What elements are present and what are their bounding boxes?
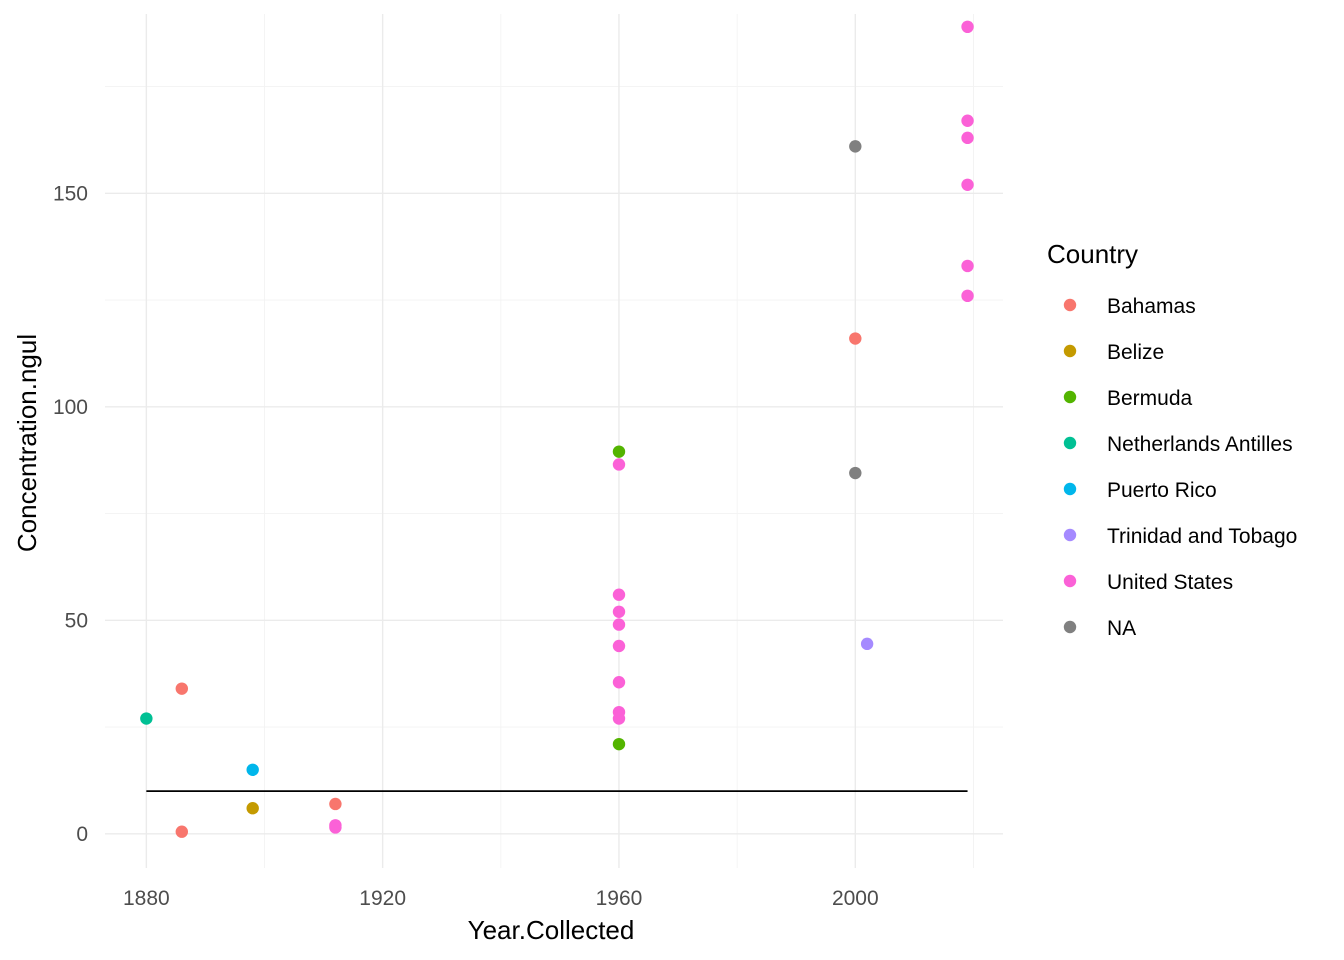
data-point — [612, 458, 626, 471]
data-point — [961, 178, 974, 191]
data-point — [329, 821, 342, 834]
y-tick-label: 100 — [53, 396, 88, 419]
x-axis-ticks: 1880 1920 1960 2000 — [123, 887, 879, 910]
legend-items: Bahamas Belize Bermuda Netherlands Antilles… — [1063, 295, 1297, 640]
data-point — [961, 259, 974, 273]
y-axis-ticks: 0 50 100 150 — [53, 182, 88, 846]
legend-label: United States — [1107, 571, 1233, 594]
legend-key — [1063, 528, 1077, 542]
data-point — [961, 20, 974, 34]
data-point — [175, 825, 189, 838]
legend-key — [1063, 344, 1077, 358]
legend-key — [1063, 436, 1077, 450]
data-point — [612, 712, 626, 725]
data-point — [612, 737, 626, 751]
legend-item: Bermuda — [1063, 387, 1193, 410]
legend-key — [1063, 390, 1077, 404]
data-point — [612, 605, 626, 618]
x-tick-label: 1960 — [596, 887, 643, 910]
data-points — [140, 20, 974, 838]
data-point — [246, 802, 259, 815]
data-point — [612, 618, 626, 631]
data-point — [961, 131, 974, 145]
legend-label: Netherlands Antilles — [1107, 433, 1293, 456]
data-point — [961, 114, 974, 127]
data-point — [175, 682, 189, 695]
legend-label: Trinidad and Tobago — [1107, 525, 1297, 548]
legend-key — [1063, 574, 1077, 588]
y-tick-label: 0 — [76, 823, 88, 846]
legend-label: Bahamas — [1107, 295, 1196, 318]
legend-item: Trinidad and Tobago — [1063, 525, 1297, 548]
legend-key — [1063, 620, 1077, 634]
legend-item: Puerto Rico — [1063, 479, 1217, 502]
data-point — [849, 140, 862, 153]
legend-label: Bermuda — [1107, 387, 1193, 410]
legend-item: NA — [1063, 617, 1136, 640]
y-tick-label: 150 — [53, 182, 88, 205]
data-point — [849, 332, 862, 345]
y-tick-label: 50 — [65, 609, 88, 632]
legend-item: Bahamas — [1063, 295, 1196, 318]
legend-item: Netherlands Antilles — [1063, 433, 1293, 456]
legend-label: Belize — [1107, 341, 1164, 364]
legend-key — [1063, 298, 1077, 312]
legend-item: United States — [1063, 571, 1233, 594]
data-point — [612, 639, 626, 653]
data-point — [612, 445, 626, 458]
x-tick-label: 2000 — [832, 887, 879, 910]
x-tick-label: 1880 — [123, 887, 170, 910]
x-tick-label: 1920 — [359, 887, 406, 910]
legend-key — [1063, 482, 1077, 496]
data-point — [329, 797, 342, 811]
data-point — [961, 289, 974, 303]
y-axis-title: Concentration.ngul — [12, 334, 42, 552]
data-point — [612, 676, 626, 689]
legend-label: NA — [1107, 617, 1136, 640]
legend-label: Puerto Rico — [1107, 479, 1217, 502]
data-point — [140, 712, 153, 725]
data-point — [246, 763, 259, 776]
x-axis-title: Year.Collected — [468, 915, 635, 945]
legend-item: Belize — [1063, 341, 1164, 364]
data-point — [849, 466, 862, 480]
grid — [105, 14, 1003, 868]
legend: Country Bahamas Belize Bermuda Netherlands … — [1047, 239, 1297, 640]
data-point — [860, 637, 874, 651]
legend-title: Country — [1047, 239, 1138, 269]
data-point — [612, 588, 626, 601]
